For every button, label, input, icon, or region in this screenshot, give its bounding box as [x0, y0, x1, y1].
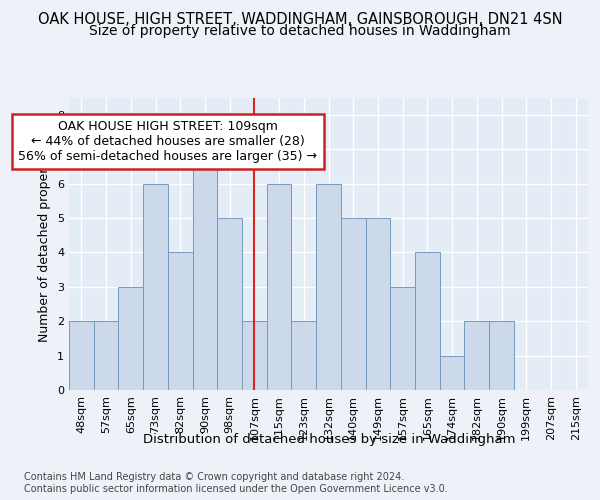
Bar: [464, 321, 489, 390]
Bar: [440, 356, 464, 390]
Bar: [168, 252, 193, 390]
Bar: [193, 149, 217, 390]
Y-axis label: Number of detached properties: Number of detached properties: [38, 145, 52, 342]
Bar: [217, 218, 242, 390]
Text: Distribution of detached houses by size in Waddingham: Distribution of detached houses by size …: [143, 432, 515, 446]
Bar: [242, 321, 267, 390]
Bar: [415, 252, 440, 390]
Bar: [365, 218, 390, 390]
Bar: [489, 321, 514, 390]
Bar: [341, 218, 365, 390]
Bar: [267, 184, 292, 390]
Text: Contains public sector information licensed under the Open Government Licence v3: Contains public sector information licen…: [24, 484, 448, 494]
Bar: [94, 321, 118, 390]
Text: Size of property relative to detached houses in Waddingham: Size of property relative to detached ho…: [89, 24, 511, 38]
Bar: [69, 321, 94, 390]
Text: OAK HOUSE, HIGH STREET, WADDINGHAM, GAINSBOROUGH, DN21 4SN: OAK HOUSE, HIGH STREET, WADDINGHAM, GAIN…: [38, 12, 562, 28]
Bar: [316, 184, 341, 390]
Text: OAK HOUSE HIGH STREET: 109sqm
← 44% of detached houses are smaller (28)
56% of s: OAK HOUSE HIGH STREET: 109sqm ← 44% of d…: [19, 120, 317, 163]
Bar: [390, 287, 415, 390]
Bar: [118, 287, 143, 390]
Bar: [143, 184, 168, 390]
Text: Contains HM Land Registry data © Crown copyright and database right 2024.: Contains HM Land Registry data © Crown c…: [24, 472, 404, 482]
Bar: [292, 321, 316, 390]
